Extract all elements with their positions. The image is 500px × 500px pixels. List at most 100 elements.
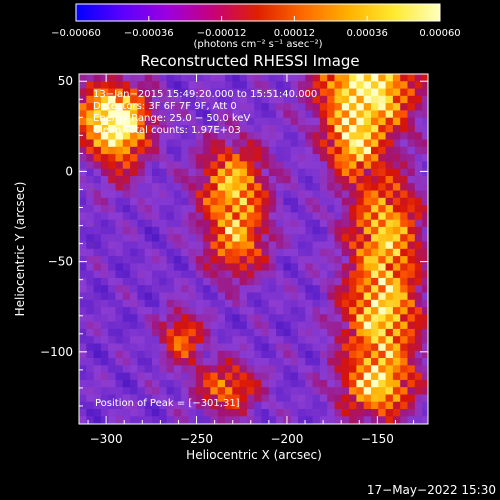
heatmap-cell xyxy=(246,125,255,133)
heatmap-cell xyxy=(93,74,102,82)
heatmap-cell xyxy=(203,183,211,192)
heatmap-cell xyxy=(195,205,204,213)
heatmap-cell xyxy=(195,299,204,308)
heatmap-cell xyxy=(173,161,182,170)
heatmap-cell xyxy=(385,88,394,97)
heatmap-cell xyxy=(188,95,197,104)
heatmap-cell xyxy=(137,110,146,119)
heatmap-cell xyxy=(166,343,175,352)
heatmap-cell xyxy=(371,372,379,381)
heatmap-cell xyxy=(261,110,270,119)
heatmap-cell xyxy=(319,117,328,126)
heatmap-cell xyxy=(371,379,379,388)
heatmap-cell xyxy=(283,321,292,330)
heatmap-cell xyxy=(298,299,306,308)
heatmap-cell xyxy=(100,95,109,104)
heatmap-cell xyxy=(341,234,350,243)
heatmap-cell xyxy=(239,358,248,366)
heatmap-cell xyxy=(283,365,292,374)
heatmap-cell xyxy=(232,154,241,162)
heatmap-cell xyxy=(232,372,241,381)
heatmap-cell xyxy=(334,379,343,388)
heatmap-cell xyxy=(122,139,131,148)
heatmap-cell xyxy=(334,292,343,301)
heatmap-cell xyxy=(166,132,175,141)
heatmap-cell xyxy=(407,401,416,410)
heatmap-cell xyxy=(400,350,409,359)
heatmap-cell xyxy=(268,358,277,366)
heatmap-cell xyxy=(371,292,379,301)
heatmap-cell xyxy=(203,387,211,396)
heatmap-cell xyxy=(122,234,131,243)
heatmap-cell xyxy=(319,190,328,199)
heatmap-cell xyxy=(363,234,372,243)
heatmap-cell xyxy=(276,307,284,315)
heatmap-cell xyxy=(181,387,190,396)
heatmap-cell xyxy=(305,146,314,155)
heatmap-cell xyxy=(414,336,423,345)
heatmap-cell xyxy=(166,212,175,221)
heatmap-cell xyxy=(371,176,379,184)
heatmap-cell xyxy=(225,190,233,199)
heatmap-cell xyxy=(225,314,233,323)
heatmap-cell xyxy=(232,358,241,366)
heatmap-cell xyxy=(86,343,95,352)
heatmap-cell xyxy=(283,81,292,90)
heatmap-cell xyxy=(239,241,248,250)
heatmap-cell xyxy=(276,176,284,184)
heatmap-cell xyxy=(356,212,365,221)
heatmap-cell xyxy=(349,110,357,119)
heatmap-cell xyxy=(100,372,109,381)
heatmap-cell xyxy=(392,110,401,119)
heatmap-cell xyxy=(195,372,204,381)
heatmap-cell xyxy=(86,74,95,82)
heatmap-cell xyxy=(392,387,401,396)
heatmap-cell xyxy=(217,146,226,155)
heatmap-cell xyxy=(290,139,299,148)
heatmap-cell xyxy=(305,372,314,381)
heatmap-cell xyxy=(173,226,182,235)
heatmap-cell xyxy=(246,154,255,162)
heatmap-cell xyxy=(93,350,102,359)
y-axis-title: Heliocentric Y (arcsec) xyxy=(13,182,27,317)
heatmap-cell xyxy=(225,328,233,337)
heatmap-cell xyxy=(93,176,102,184)
heatmap-cell xyxy=(290,248,299,257)
heatmap-cell xyxy=(407,234,416,243)
heatmap-cell xyxy=(378,183,387,192)
heatmap-cell xyxy=(283,270,292,279)
heatmap-cell xyxy=(290,394,299,403)
heatmap-cell xyxy=(422,117,428,126)
heatmap-cell xyxy=(130,248,138,257)
heatmap-cell xyxy=(371,117,379,126)
heatmap-cell xyxy=(261,401,270,410)
heatmap-cell xyxy=(400,74,409,82)
heatmap-cell xyxy=(210,95,219,104)
heatmap-cell xyxy=(86,285,95,294)
heatmap-cell xyxy=(79,176,87,184)
heatmap-cell xyxy=(173,292,182,301)
heatmap-cell xyxy=(239,183,248,192)
heatmap-cell xyxy=(319,358,328,366)
heatmap-cell xyxy=(239,146,248,155)
heatmap-cell xyxy=(422,205,428,213)
heatmap-cell xyxy=(400,241,409,250)
heatmap-cell xyxy=(210,110,219,119)
heatmap-cell xyxy=(290,197,299,206)
heatmap-cell xyxy=(115,146,124,155)
heatmap-cell xyxy=(363,161,372,170)
heatmap-cell xyxy=(181,154,190,162)
heatmap-cell xyxy=(232,139,241,148)
heatmap-cell xyxy=(195,307,204,315)
heatmap-cell xyxy=(144,409,153,417)
heatmap-cell xyxy=(93,117,102,126)
heatmap-cell xyxy=(290,74,299,82)
heatmap-cell xyxy=(290,343,299,352)
heatmap-cell xyxy=(86,132,95,141)
heatmap-cell xyxy=(290,321,299,330)
heatmap-cell xyxy=(363,292,372,301)
heatmap-cell xyxy=(371,205,379,213)
heatmap-cell xyxy=(341,270,350,279)
heatmap-cell xyxy=(341,176,350,184)
heatmap-cell xyxy=(341,401,350,410)
